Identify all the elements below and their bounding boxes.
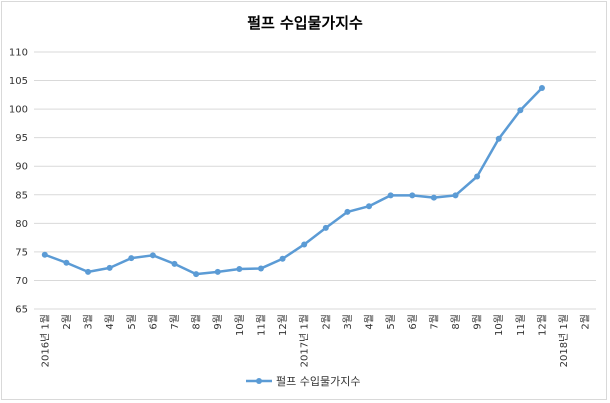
x-tick-label-9: 10월 <box>234 314 246 336</box>
data-point-9 <box>236 266 243 273</box>
x-tick-label-21: 10월 <box>493 314 505 336</box>
chart-title: 펄프 수입물가지수 <box>247 14 363 32</box>
x-tick-label-1: 2월 <box>61 314 73 330</box>
x-tick-label-14: 3월 <box>342 314 354 330</box>
data-point-23 <box>538 84 545 91</box>
series-line-0 <box>44 87 543 276</box>
x-tick-label-18: 7월 <box>428 314 440 330</box>
y-tick-label-90: 90 <box>15 162 28 173</box>
x-tick-label-15: 4월 <box>364 314 376 330</box>
data-point-2 <box>85 268 92 275</box>
data-point-5 <box>149 252 156 259</box>
x-tick-label-20: 9월 <box>472 314 484 330</box>
x-tick-label-5: 6월 <box>147 314 159 330</box>
data-point-21 <box>495 135 502 142</box>
x-tick-label-10: 11월 <box>255 314 267 336</box>
x-tick-label-2: 3월 <box>83 314 95 330</box>
data-point-1 <box>63 259 70 266</box>
data-point-19 <box>452 192 459 199</box>
x-tick-label-11: 12월 <box>277 314 289 336</box>
data-point-22 <box>517 107 524 114</box>
data-point-12 <box>301 241 308 248</box>
x-tick-label-7: 8월 <box>191 314 203 330</box>
data-point-17 <box>409 192 416 199</box>
data-point-18 <box>430 194 437 201</box>
legend-dot-marker <box>256 378 262 384</box>
data-point-0 <box>41 251 48 258</box>
x-tick-label-12: 2017년 1월 <box>299 314 311 367</box>
data-point-6 <box>171 260 178 267</box>
data-point-3 <box>106 264 113 271</box>
x-axis-ticks: 2016년 1월 2월 3월 4월 5월 6월 7월 8월 9월 10월 11월 12월 2017년 1… <box>39 314 591 367</box>
y-tick-label-100: 100 <box>9 105 28 116</box>
data-point-7 <box>193 271 200 278</box>
y-tick-label-75: 75 <box>15 247 28 258</box>
x-tick-label-23: 12월 <box>536 314 548 336</box>
y-tick-label-70: 70 <box>15 276 28 287</box>
y-axis-ticks: 65 70 75 80 85 90 95 100 105 110 <box>9 48 28 316</box>
y-tick-label-80: 80 <box>15 219 28 230</box>
x-tick-label-25: 2월 <box>580 314 592 330</box>
gridlines <box>34 51 596 310</box>
legend-label: 펄프 수입물가지수 <box>276 375 360 388</box>
x-tick-label-8: 9월 <box>212 314 224 330</box>
x-tick-label-4: 5월 <box>126 314 138 330</box>
data-point-20 <box>474 173 481 180</box>
data-point-4 <box>128 255 135 262</box>
x-tick-label-0: 2016년 1월 <box>39 314 51 367</box>
data-point-14 <box>344 208 351 215</box>
data-point-15 <box>366 203 373 210</box>
data-point-10 <box>257 265 264 272</box>
y-tick-label-95: 95 <box>15 133 28 144</box>
y-tick-label-110: 110 <box>9 48 28 59</box>
data-point-8 <box>214 268 221 275</box>
x-tick-label-13: 2월 <box>320 314 332 330</box>
x-tick-label-16: 5월 <box>385 314 397 330</box>
data-point-11 <box>279 255 286 262</box>
x-tick-label-17: 6월 <box>407 314 419 330</box>
x-tick-label-3: 4월 <box>104 314 116 330</box>
x-tick-label-22: 11월 <box>515 314 527 336</box>
series-group <box>41 84 545 278</box>
x-tick-label-19: 8월 <box>450 314 462 330</box>
data-point-16 <box>387 192 394 199</box>
x-tick-label-24: 2018년 1월 <box>558 314 570 367</box>
y-tick-label-105: 105 <box>9 76 28 87</box>
data-point-13 <box>322 224 329 231</box>
legend: 펄프 수입물가지수 <box>246 375 360 388</box>
y-tick-label-85: 85 <box>15 190 28 201</box>
x-tick-label-6: 7월 <box>169 314 181 330</box>
y-tick-label-65: 65 <box>15 305 28 316</box>
